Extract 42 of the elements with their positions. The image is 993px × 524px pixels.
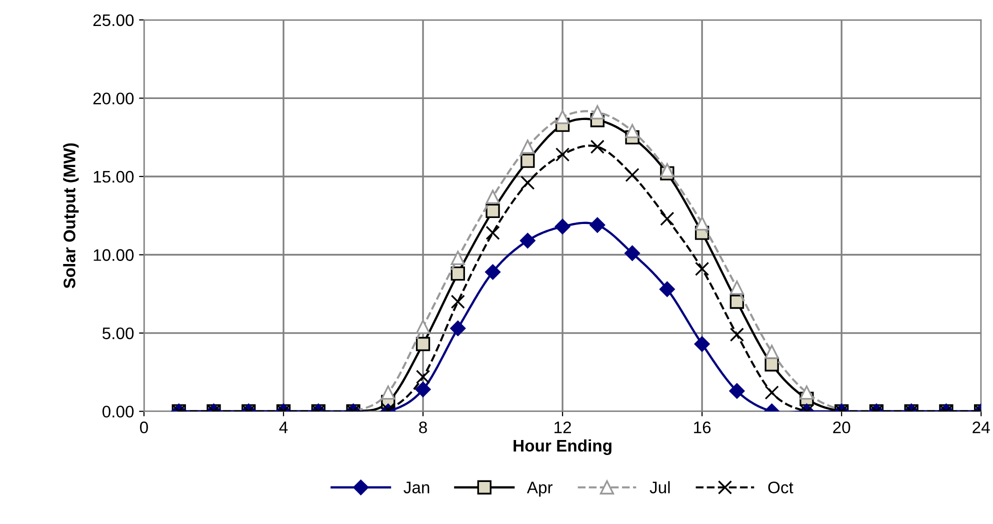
y-axis-title: Solar Output (MW) bbox=[63, 143, 79, 288]
x-axis-title: Hour Ending bbox=[514, 439, 612, 455]
x-tick-label: 8 bbox=[419, 422, 427, 434]
y-tick-label: 20.00 bbox=[93, 92, 134, 104]
point bbox=[590, 140, 604, 154]
x-tick-label: 20 bbox=[833, 422, 850, 434]
point bbox=[450, 266, 465, 281]
point bbox=[694, 262, 710, 276]
y-tick-label: 25.00 bbox=[93, 14, 134, 26]
point bbox=[660, 163, 674, 178]
point bbox=[485, 264, 500, 280]
point bbox=[520, 232, 536, 248]
y-tick-label: 0.00 bbox=[102, 406, 134, 418]
y-tick-label: 5.00 bbox=[102, 327, 134, 340]
x-tick-label: 16 bbox=[694, 422, 711, 434]
point bbox=[660, 212, 674, 226]
point bbox=[625, 168, 640, 182]
point bbox=[450, 250, 465, 265]
point bbox=[590, 105, 604, 120]
y-tick-label: 15.00 bbox=[94, 170, 134, 183]
point bbox=[520, 140, 535, 154]
legend-label: Jan bbox=[404, 482, 430, 494]
point bbox=[486, 204, 500, 218]
legend-label: Apr bbox=[526, 482, 553, 497]
y-tick-label: 10.00 bbox=[94, 249, 134, 261]
point bbox=[590, 217, 606, 233]
point bbox=[486, 226, 500, 240]
point bbox=[486, 190, 500, 204]
legend-label: Jul bbox=[650, 481, 670, 494]
point bbox=[625, 124, 640, 138]
point bbox=[624, 245, 640, 261]
point bbox=[694, 216, 710, 231]
x-tick-label: 24 bbox=[972, 422, 990, 434]
x-tick-label: 4 bbox=[279, 422, 288, 434]
legend-label: Oct bbox=[768, 482, 794, 494]
point bbox=[520, 154, 535, 168]
point bbox=[554, 218, 570, 234]
point bbox=[520, 176, 535, 190]
x-tick-label: 0 bbox=[140, 422, 148, 434]
point bbox=[555, 147, 570, 162]
point bbox=[555, 110, 570, 124]
x-tick-label: 12 bbox=[554, 422, 571, 434]
